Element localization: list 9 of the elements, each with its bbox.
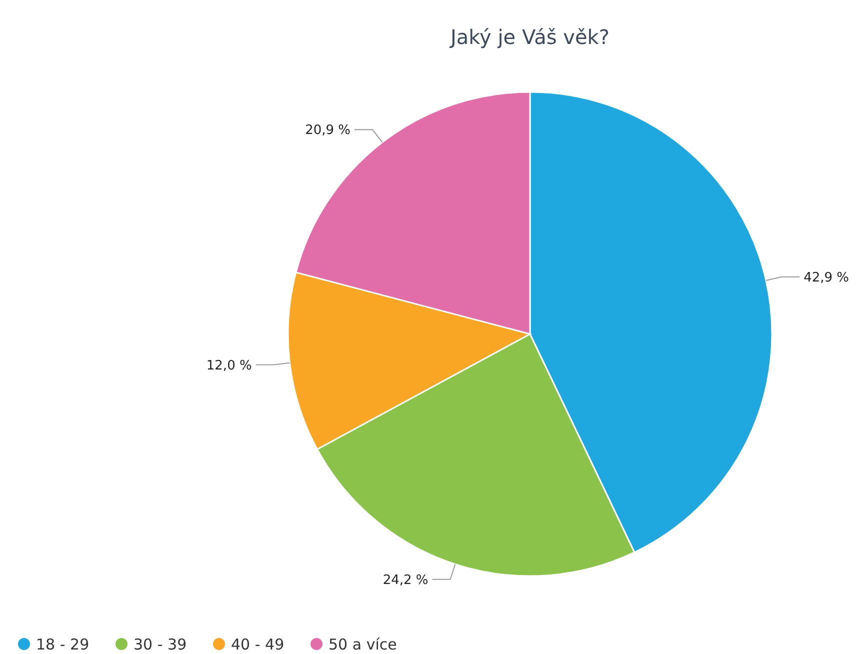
legend-label: 40 - 49: [231, 635, 284, 654]
legend-label: 18 - 29: [36, 635, 90, 654]
legend-label: 50 a více: [328, 635, 397, 654]
legend-label: 30 - 39: [134, 635, 187, 654]
data-label: 24,2 %: [382, 572, 428, 588]
data-label: 12,0 %: [206, 358, 252, 374]
data-label: 20,9 %: [305, 123, 351, 138]
data-label: 42,9 %: [804, 270, 850, 286]
chart-title: Jaký je Váš věk?: [448, 25, 610, 49]
